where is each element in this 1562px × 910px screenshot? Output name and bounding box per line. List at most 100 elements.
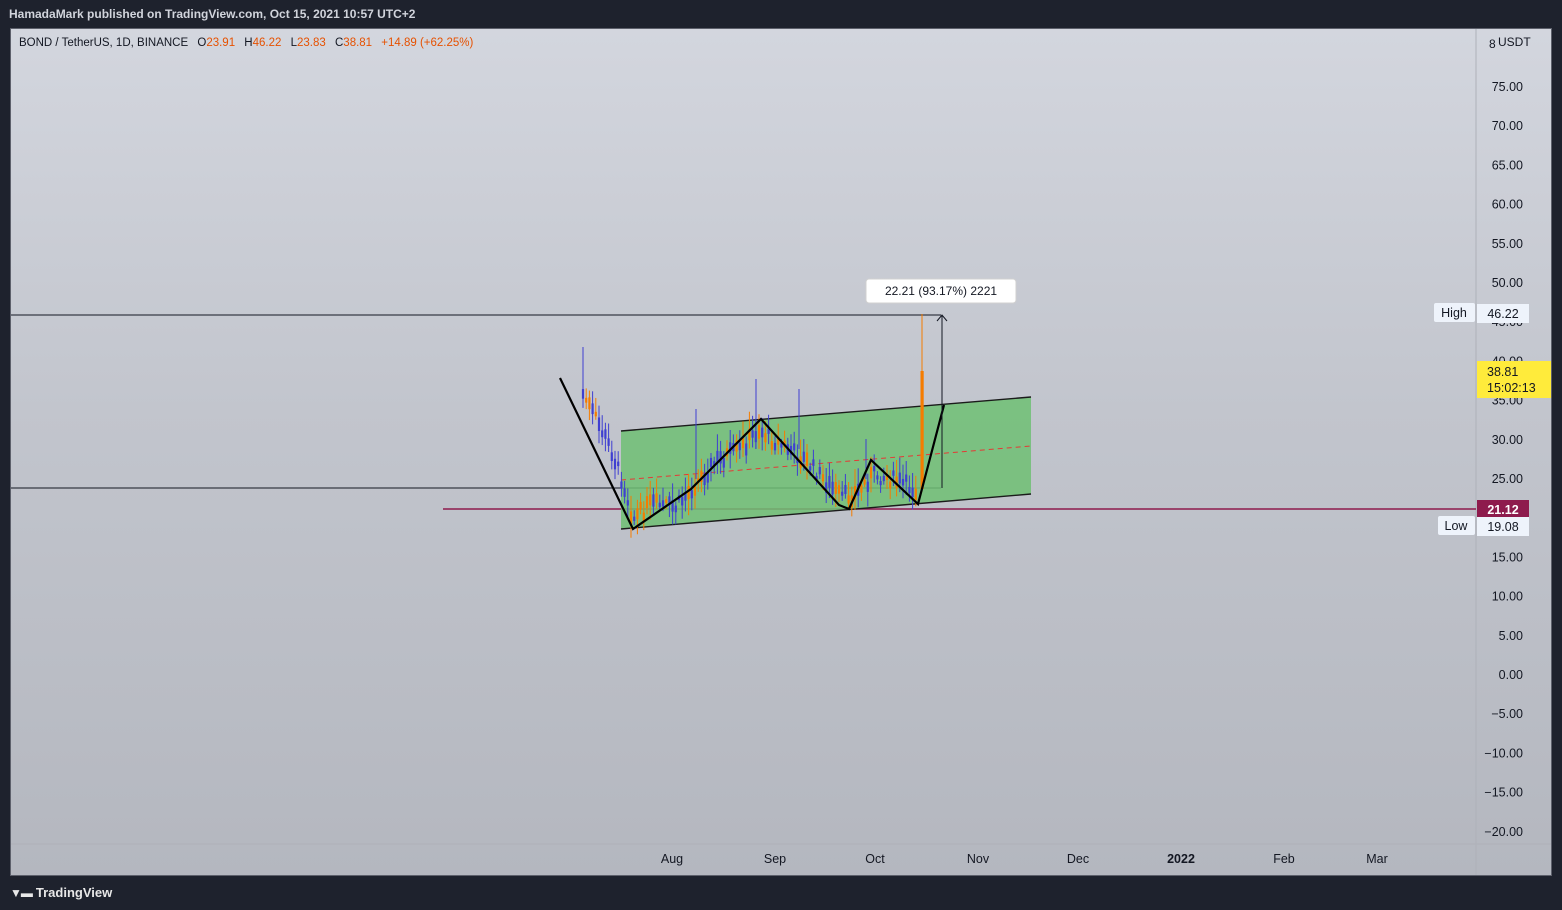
candle-body xyxy=(892,470,895,476)
candle-body xyxy=(629,511,633,525)
channel-lower[interactable] xyxy=(620,493,1032,530)
candle-body xyxy=(853,486,857,500)
candle-body xyxy=(658,502,661,508)
candles xyxy=(581,314,924,538)
price-axis[interactable]: 75.0070.0065.0060.0055.0050.0045.0040.00… xyxy=(1484,80,1523,839)
price-axis-label: −10.00 xyxy=(1484,746,1523,760)
measure-label-box xyxy=(865,278,1017,304)
candle-body xyxy=(722,457,725,468)
currency-label: USDT xyxy=(1498,35,1531,49)
candle-body xyxy=(684,492,687,501)
last-price-label: 38.81 xyxy=(1487,365,1518,379)
candle-body xyxy=(709,457,713,468)
legend-high-label: H xyxy=(244,37,252,49)
ohlc-legend: BOND / TetherUS, 1D, BINANCE O23.91 H46.… xyxy=(19,37,474,49)
price-axis-label: 15.00 xyxy=(1492,550,1523,564)
time-axis-label: Aug xyxy=(661,852,683,866)
candle-body xyxy=(671,500,674,512)
legend-low: 23.83 xyxy=(297,37,326,49)
candle-body xyxy=(770,441,773,450)
tradingview-logo[interactable]: ▼▬ TradingView xyxy=(10,885,112,900)
candle-body xyxy=(633,516,636,521)
candle-body xyxy=(636,508,639,520)
candle-body xyxy=(757,425,761,439)
candle-body xyxy=(620,481,623,489)
candle-body xyxy=(821,474,825,482)
time-axis-label: Nov xyxy=(967,852,990,866)
publish-header: HamadaMark published on TradingView.com,… xyxy=(0,0,1562,28)
high-value-tag xyxy=(1477,304,1529,323)
price-axis-label: 50.00 xyxy=(1492,276,1523,290)
low-value-label: 19.08 xyxy=(1487,520,1518,534)
candle-body xyxy=(901,478,905,486)
candle-body xyxy=(815,475,818,481)
channel-upper[interactable] xyxy=(620,396,1032,432)
candle-body xyxy=(873,465,876,472)
candle-body xyxy=(735,440,738,452)
low-tag-label: Low xyxy=(1445,519,1469,533)
publish-info: HamadaMark published on TradingView.com,… xyxy=(9,7,416,21)
high-value-label: 46.22 xyxy=(1487,307,1518,321)
price-axis-label: 70.00 xyxy=(1492,119,1523,133)
candle-body xyxy=(610,452,613,462)
candle-body xyxy=(674,505,677,513)
legend-close-label: C xyxy=(335,37,343,49)
candle-body xyxy=(661,500,665,507)
candle-body xyxy=(889,481,892,489)
candle-body xyxy=(617,461,620,467)
candle-body xyxy=(604,429,607,439)
candle-body xyxy=(837,485,841,494)
chart-canvas[interactable]: BOND / TetherUS, 1D, BINANCE O23.91 H46.… xyxy=(11,29,1551,875)
candle-body xyxy=(693,486,697,496)
candle-body xyxy=(869,467,873,479)
price-axis-label: 5.00 xyxy=(1499,629,1523,643)
channel-midline[interactable] xyxy=(620,445,1032,481)
ascending-channel[interactable] xyxy=(621,397,1031,529)
support-level-tag xyxy=(1477,500,1529,518)
candle-body xyxy=(645,496,649,509)
chart-pane[interactable]: BOND / TetherUS, 1D, BINANCE O23.91 H46.… xyxy=(10,28,1552,876)
candle-body xyxy=(831,481,834,495)
currency-prefix: 8 xyxy=(1489,37,1496,51)
candle-body xyxy=(642,512,645,522)
legend-change: +14.89 (+62.25%) xyxy=(381,37,473,49)
tradingview-icon: ▼▬ xyxy=(10,885,33,900)
price-axis-label: 30.00 xyxy=(1492,433,1523,447)
candle-body xyxy=(594,411,597,417)
candle-body xyxy=(882,475,885,482)
candle-body xyxy=(773,442,777,451)
candle-body xyxy=(751,430,754,438)
candle-body xyxy=(780,443,783,448)
time-axis-label: Mar xyxy=(1366,852,1388,866)
candle-body xyxy=(652,494,655,507)
time-axis-label: Sep xyxy=(764,852,786,866)
candle-body xyxy=(665,499,668,504)
candle-body xyxy=(767,428,770,434)
time-axis[interactable]: Aug Sep Oct Nov Dec 2022 Feb Mar xyxy=(661,852,1388,866)
candle-body xyxy=(895,476,898,489)
candle-body xyxy=(607,438,610,446)
price-axis-label: −20.00 xyxy=(1484,825,1523,839)
price-axis-label: 55.00 xyxy=(1492,237,1523,251)
candle-body xyxy=(863,479,866,485)
candle-body xyxy=(668,496,671,506)
zigzag-pattern[interactable] xyxy=(559,377,946,531)
candle-body xyxy=(847,495,850,504)
measure-label: 22.21 (93.17%) 2221 xyxy=(885,284,997,298)
candle-body xyxy=(905,474,908,482)
candle-body xyxy=(841,491,844,496)
candle-body xyxy=(898,472,901,484)
legend-low-label: L xyxy=(291,37,298,49)
price-axis-label: 10.00 xyxy=(1492,590,1523,604)
high-tag-label: High xyxy=(1441,306,1467,320)
time-axis-label: Feb xyxy=(1273,852,1295,866)
price-axis-label: 65.00 xyxy=(1492,158,1523,172)
candle-body xyxy=(805,452,809,466)
legend-high: 46.22 xyxy=(253,37,282,49)
candle-body xyxy=(738,442,741,451)
candle-body xyxy=(764,433,767,443)
candle-body xyxy=(777,437,780,445)
candle-body xyxy=(681,497,684,506)
candle-body xyxy=(585,397,588,403)
candle-body xyxy=(812,459,815,466)
